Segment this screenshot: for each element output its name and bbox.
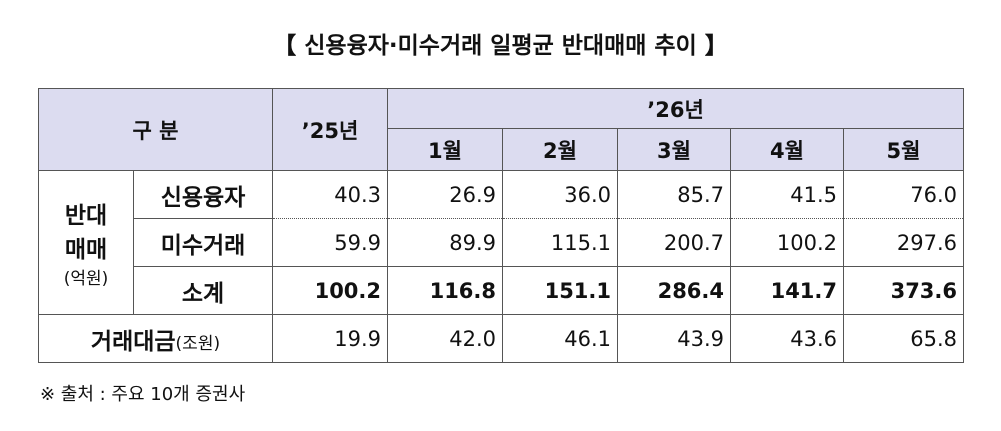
group-line: 매매	[64, 237, 108, 263]
month-header: 5월	[843, 128, 965, 171]
cell-value: 36.0	[502, 170, 619, 219]
row-label: 거래대금(조원)	[37, 314, 274, 363]
cell-value: 373.6	[843, 266, 965, 315]
cell-value: 286.4	[617, 266, 732, 315]
group-unit: (억원)	[63, 269, 109, 289]
table-row: 거래대금(조원) 19.9 42.0 46.1 43.9 43.6 65.8	[37, 314, 965, 363]
title: 【 신용융자·미수거래 일평균 반대매매 추이 】	[273, 33, 728, 59]
cell-value: 65.8	[843, 314, 965, 363]
cur-year-header: ’26년	[387, 88, 965, 129]
cell-value: 100.2	[272, 266, 389, 315]
table-row: 소계 100.2 116.8 151.1 286.4 141.7 373.6	[39, 266, 965, 315]
row-label: 신용융자	[132, 170, 274, 219]
month-header: 4월	[730, 128, 845, 171]
cell-value: 115.1	[502, 218, 619, 267]
trading-unit: (조원)	[175, 333, 221, 354]
cell-value: 85.7	[617, 170, 732, 219]
month-header: 2월	[502, 128, 619, 171]
cell-value: 19.9	[272, 314, 389, 363]
cell-value: 43.9	[617, 314, 732, 363]
cell-value: 43.6	[730, 314, 845, 363]
trading-label: 거래대금	[90, 328, 176, 355]
cell-value: 151.1	[502, 266, 619, 315]
prev-year-header: ’25년	[272, 88, 389, 171]
cell-value: 141.7	[730, 266, 845, 315]
cell-value: 46.1	[502, 314, 619, 363]
cell-value: 26.9	[387, 170, 504, 219]
cell-value: 89.9	[387, 218, 504, 267]
row-label: 미수거래	[132, 218, 274, 267]
cell-value: 40.3	[272, 170, 389, 219]
cell-value: 200.7	[617, 218, 732, 267]
month-header: 3월	[617, 128, 732, 171]
cell-value: 297.6	[843, 218, 965, 267]
group-line: 반대	[64, 203, 108, 229]
footnote: ※ 출처 : 주요 10개 증권사	[40, 384, 246, 405]
cell-value: 42.0	[387, 314, 504, 363]
cell-value: 59.9	[272, 218, 389, 267]
month-header: 1월	[387, 128, 504, 171]
cell-value: 41.5	[730, 170, 845, 219]
cell-value: 116.8	[387, 266, 504, 315]
category-header: 구 분	[37, 88, 274, 171]
table-row: 미수거래 59.9 89.9 115.1 200.7 100.2 297.6	[39, 218, 965, 267]
row-label: 소계	[132, 266, 274, 315]
cell-value: 100.2	[730, 218, 845, 267]
cell-value: 76.0	[843, 170, 965, 219]
